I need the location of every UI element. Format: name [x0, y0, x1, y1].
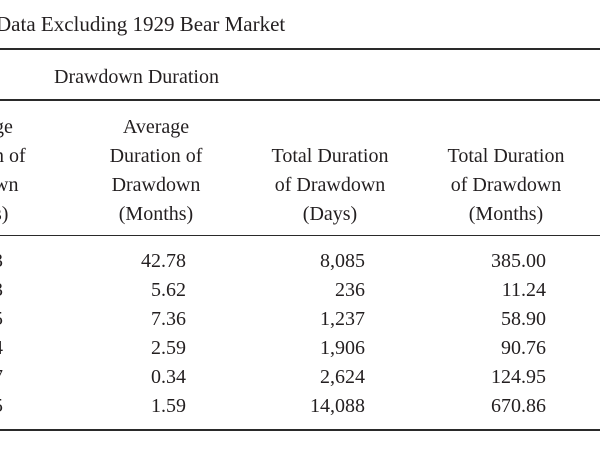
- table-row: 7 0.34 2,624 124.95: [0, 366, 546, 388]
- table-caption: Data Excluding 1929 Bear Market: [0, 12, 286, 36]
- header-rule: [0, 235, 600, 236]
- table-body: 3 42.78 8,085 385.00 3 5.62 236 11.24 5 …: [0, 247, 600, 421]
- group-rule: [0, 99, 600, 101]
- table-row: 5 7.36 1,237 58.90: [0, 308, 546, 330]
- bottom-rule: [0, 429, 600, 431]
- column-header-total-duration-days: Total Duration of Drawdown (Days): [271, 145, 389, 225]
- column-header-average-duration-months: Average Duration of Drawdown (Months): [109, 116, 203, 225]
- column-header-truncated: ge n of wn s): [0, 116, 26, 225]
- table-row: 4 2.59 1,906 90.76: [0, 337, 546, 359]
- table-row: 3 42.78 8,085 385.00: [0, 250, 546, 272]
- column-header-total-duration-months: Total Duration of Drawdown (Months): [447, 145, 565, 225]
- table-row: 5 1.59 14,088 670.86: [0, 395, 546, 417]
- top-rule: [0, 48, 600, 50]
- table-row: 3 5.62 236 11.24: [0, 279, 546, 301]
- group-header-drawdown-duration: Drawdown Duration: [54, 66, 219, 88]
